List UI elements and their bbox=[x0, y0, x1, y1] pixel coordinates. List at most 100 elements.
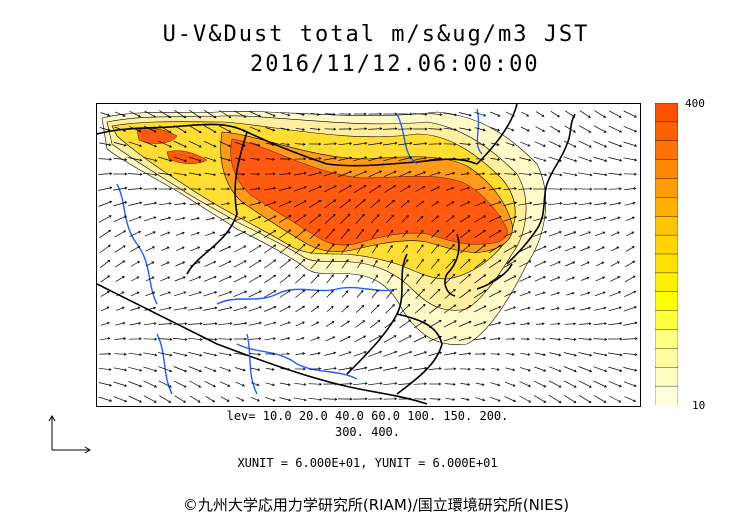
wind-arrowhead bbox=[124, 201, 128, 204]
wind-arrowhead bbox=[604, 385, 607, 388]
wind-arrowhead bbox=[273, 215, 277, 219]
wind-arrow bbox=[565, 307, 575, 311]
wind-arrowhead bbox=[349, 366, 353, 370]
wind-arrowhead bbox=[420, 229, 424, 233]
wind-arrowhead bbox=[258, 321, 262, 325]
wind-arrowhead bbox=[618, 306, 622, 310]
wind-arrowhead bbox=[317, 228, 321, 232]
wind-arrow bbox=[412, 113, 428, 115]
wind-arrowhead bbox=[318, 157, 322, 160]
wind-arrow bbox=[579, 307, 591, 311]
wind-arrow bbox=[339, 199, 351, 209]
wind-arrowhead bbox=[409, 397, 412, 401]
wind-arrow bbox=[219, 366, 231, 372]
wind-arrow bbox=[623, 352, 637, 356]
wind-arrow bbox=[174, 203, 186, 205]
wind-arrowhead bbox=[526, 129, 530, 132]
wind-arrowhead bbox=[421, 258, 424, 262]
wind-arrow bbox=[325, 336, 335, 342]
wind-arrow bbox=[356, 229, 364, 239]
wind-arrowhead bbox=[184, 306, 188, 310]
wind-arrowhead bbox=[634, 306, 637, 309]
wind-arrow bbox=[518, 245, 532, 253]
wind-arrowhead bbox=[303, 200, 307, 203]
wind-arrow bbox=[279, 259, 291, 269]
border-line bbox=[97, 123, 478, 167]
wind-arrowhead bbox=[390, 229, 394, 233]
wind-arrowhead bbox=[334, 171, 338, 174]
wind-arrow bbox=[504, 306, 516, 312]
wind-arrowhead bbox=[467, 157, 471, 161]
wind-arrowhead bbox=[619, 321, 623, 325]
wind-arrow bbox=[383, 335, 397, 343]
wind-arrowhead bbox=[375, 260, 378, 263]
wind-arrowhead bbox=[227, 231, 231, 234]
wind-arrowhead bbox=[302, 321, 305, 325]
wind-arrowhead bbox=[151, 276, 155, 280]
wind-arrow bbox=[401, 215, 409, 223]
wind-arrowhead bbox=[109, 186, 113, 190]
wind-arrowhead bbox=[466, 398, 470, 401]
wind-arrowhead bbox=[214, 291, 218, 294]
wind-arrowhead bbox=[557, 114, 560, 118]
wind-arrowhead bbox=[139, 353, 143, 357]
wind-arrow bbox=[174, 395, 186, 403]
wind-arrow bbox=[308, 200, 322, 208]
wind-arrowhead bbox=[242, 187, 245, 191]
wind-arrow bbox=[295, 353, 305, 355]
wind-arrow bbox=[234, 141, 246, 147]
wind-arrow bbox=[443, 320, 457, 328]
wind-arrow bbox=[578, 352, 592, 356]
wind-arrow bbox=[280, 142, 290, 146]
wind-arrow bbox=[623, 381, 637, 387]
wind-arrow bbox=[353, 185, 367, 193]
wind-arrowhead bbox=[407, 185, 411, 189]
wind-arrow bbox=[311, 321, 319, 327]
wind-arrow bbox=[593, 172, 607, 176]
wind-arrowhead bbox=[512, 143, 515, 147]
wind-arrowhead bbox=[109, 399, 113, 402]
wind-arrow bbox=[128, 366, 142, 372]
river-line bbox=[246, 333, 258, 395]
wind-arrowhead bbox=[227, 384, 231, 387]
wind-arrowhead bbox=[169, 187, 173, 191]
wind-arrowhead bbox=[589, 159, 593, 163]
wind-arrowhead bbox=[588, 130, 592, 133]
wind-arrowhead bbox=[124, 186, 128, 190]
wind-arrowhead bbox=[451, 215, 455, 219]
wind-arrow bbox=[98, 187, 112, 191]
wind-arrowhead bbox=[573, 353, 577, 357]
wind-arrow bbox=[174, 276, 186, 282]
wind-arrowhead bbox=[272, 383, 276, 387]
wind-arrowhead bbox=[153, 115, 157, 118]
copyright-credit: ©九州大学応用力学研究所(RIAM)/国立環境研究所(NIES) bbox=[182, 496, 570, 514]
wind-arrow bbox=[533, 202, 547, 206]
wind-arrowhead bbox=[453, 367, 457, 371]
wind-arrowhead bbox=[393, 170, 397, 174]
wind-arrow bbox=[234, 245, 246, 253]
wind-arrowhead bbox=[364, 366, 368, 370]
wind-arrowhead bbox=[439, 142, 442, 146]
wind-arrow bbox=[550, 323, 560, 325]
wind-arrowhead bbox=[288, 229, 292, 233]
wind-arrowhead bbox=[376, 229, 379, 232]
wind-arrowhead bbox=[527, 353, 531, 356]
wind-arrowhead bbox=[542, 291, 546, 295]
wind-arrow bbox=[173, 323, 187, 325]
wind-arrow bbox=[503, 230, 517, 238]
wind-arrow bbox=[202, 323, 218, 325]
wind-arrowhead bbox=[228, 245, 232, 249]
wind-arrow bbox=[204, 156, 216, 162]
wind-arrowhead bbox=[514, 215, 518, 219]
wind-arrow bbox=[128, 202, 142, 206]
wind-arrowhead bbox=[107, 128, 111, 132]
wind-arrowhead bbox=[184, 159, 188, 162]
wind-arrow bbox=[623, 367, 637, 371]
wind-arrow bbox=[624, 188, 636, 190]
wind-arrowhead bbox=[559, 216, 563, 220]
wind-arrow bbox=[386, 214, 394, 224]
wind-arrow bbox=[128, 381, 142, 387]
wind-arrow bbox=[338, 157, 352, 161]
wind-arrow bbox=[563, 156, 577, 162]
wind-arrowhead bbox=[332, 336, 336, 339]
